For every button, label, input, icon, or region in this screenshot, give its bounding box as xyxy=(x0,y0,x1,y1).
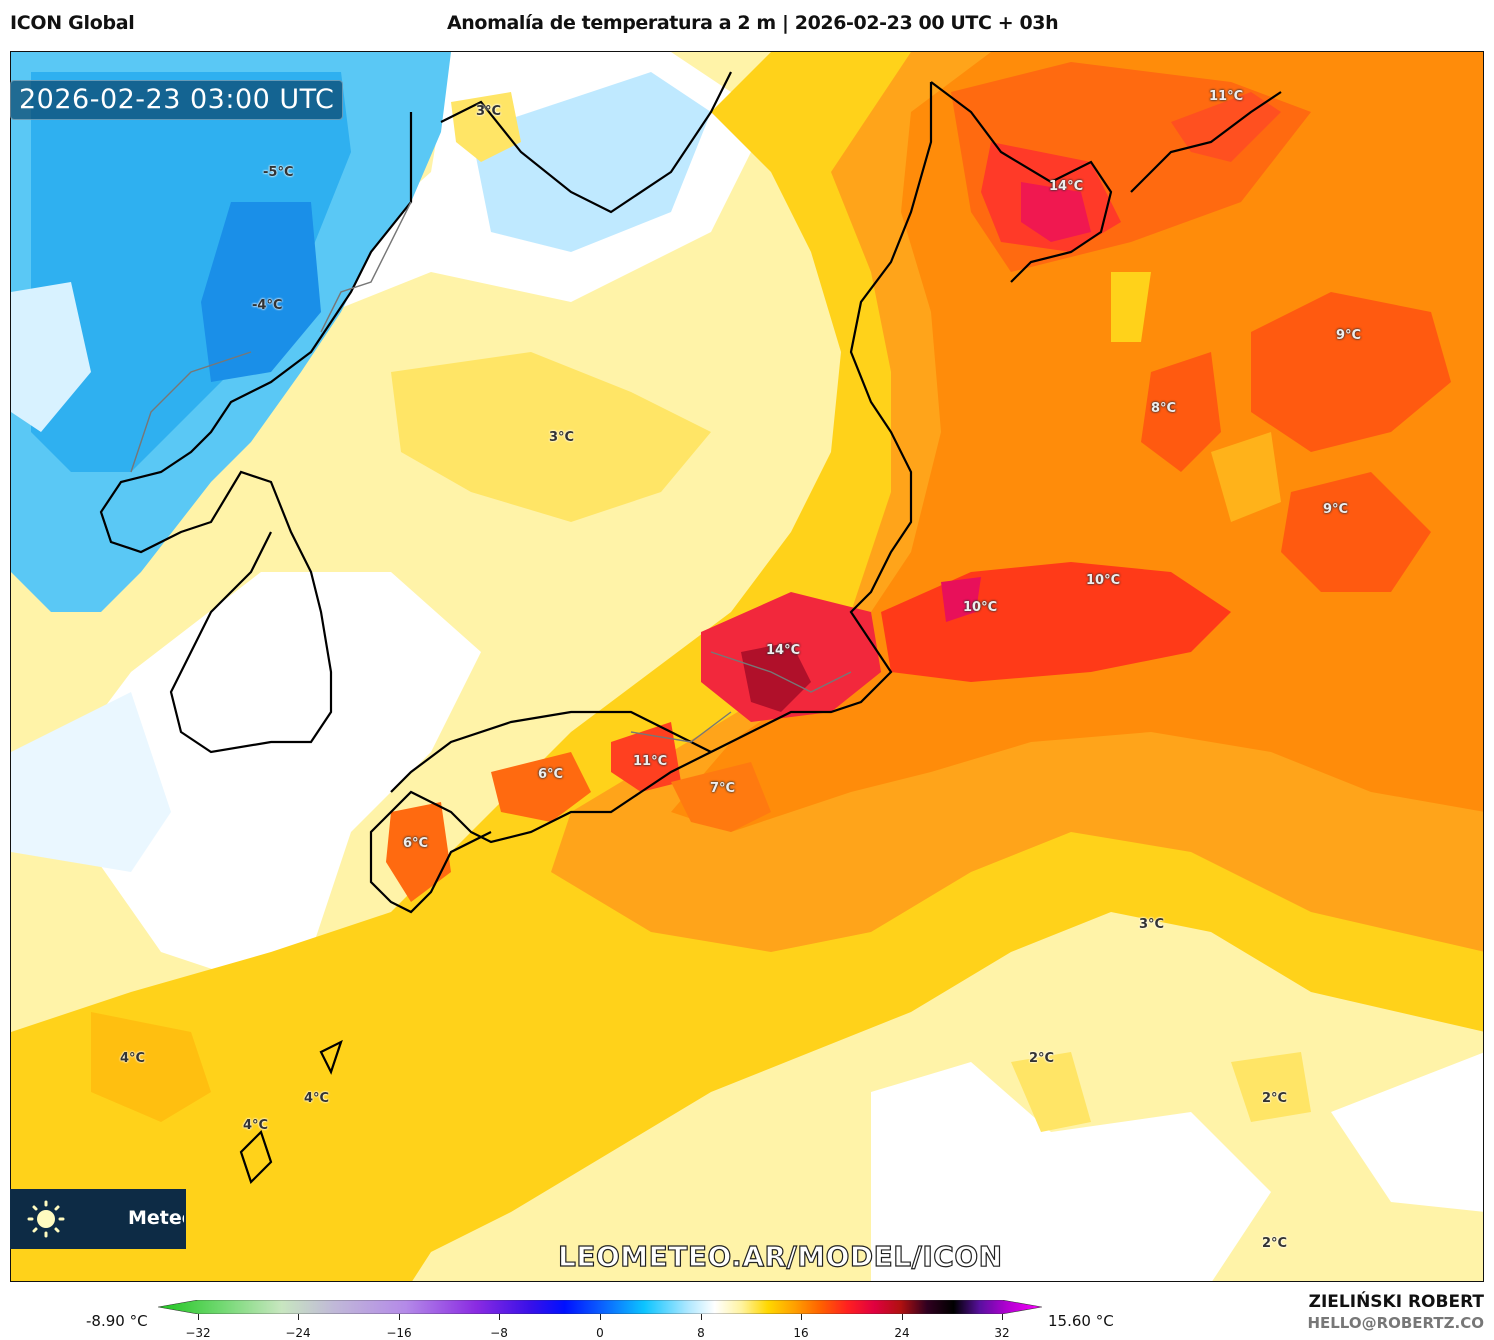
author-name: ZIELIŃSKI ROBERT xyxy=(1308,1292,1484,1312)
temp-label: 3°C xyxy=(476,104,502,119)
temp-label: 3°C xyxy=(549,430,575,445)
temp-label: -5°C xyxy=(263,165,294,180)
colorbar-tick xyxy=(902,1314,903,1320)
colorbar-tick-label: 0 xyxy=(596,1326,604,1340)
temp-label: 4°C xyxy=(243,1118,269,1133)
colorbar-tick-label: −8 xyxy=(490,1326,508,1340)
temp-label: 6°C xyxy=(403,836,429,851)
chart-title: Anomalía de temperatura a 2 m | 2026-02-… xyxy=(447,12,1059,34)
temp-label: 3°C xyxy=(1139,917,1165,932)
colorbar-tick xyxy=(701,1314,702,1320)
author-email: HELLO@ROBERTZ.CO xyxy=(1307,1314,1484,1332)
temp-label: 14°C xyxy=(766,643,801,658)
temp-label: 11°C xyxy=(1209,89,1244,104)
colorbar-tick-label: −16 xyxy=(386,1326,412,1340)
model-name: ICON Global xyxy=(10,12,135,34)
colorbar-min-label: -8.90 °C xyxy=(86,1312,148,1330)
temp-label: 9°C xyxy=(1336,328,1362,343)
colorbar-max-label: 15.60 °C xyxy=(1048,1312,1114,1330)
brand-logo: Meteo xyxy=(10,1189,186,1249)
temp-label: 10°C xyxy=(963,600,998,615)
colorbar-tick xyxy=(801,1314,802,1320)
temp-label: -4°C xyxy=(252,298,283,313)
temp-label: 8°C xyxy=(1151,401,1177,416)
colorbar-tick-label: 8 xyxy=(697,1326,705,1340)
colorbar-tick-label: 24 xyxy=(894,1326,910,1340)
temp-label: 11°C xyxy=(633,754,668,769)
colorbar-tick xyxy=(399,1314,400,1320)
temp-label: 14°C xyxy=(1049,179,1084,194)
colorbar-tick xyxy=(600,1314,601,1320)
colorbar-tick-label: −32 xyxy=(185,1326,211,1340)
temp-label: 10°C xyxy=(1086,573,1121,588)
colorbar-tick-label: 16 xyxy=(793,1326,809,1340)
temp-label: 2°C xyxy=(1262,1236,1288,1251)
map-fill xyxy=(11,52,1483,1281)
temp-label: 6°C xyxy=(538,767,564,782)
temp-label: 2°C xyxy=(1029,1051,1055,1066)
sun-icon xyxy=(27,1200,65,1238)
temperature-anomaly-map: 3°C -5°C -4°C 11°C 14°C 9°C 8°C 9°C 3°C … xyxy=(10,51,1484,1282)
colorbar-tick-label: 32 xyxy=(994,1326,1010,1340)
temp-label: 4°C xyxy=(304,1091,330,1106)
temp-label: 4°C xyxy=(120,1051,146,1066)
colorbar-tick-label: −24 xyxy=(285,1326,311,1340)
colorbar-tick xyxy=(298,1314,299,1320)
colorbar-tick xyxy=(499,1314,500,1320)
colorbar-tick xyxy=(1002,1314,1003,1320)
watermark: LEOMETEO.AR/MODEL/ICON xyxy=(557,1239,1003,1273)
temp-label: 9°C xyxy=(1323,502,1349,517)
colorbar xyxy=(158,1300,1042,1314)
temp-label: 7°C xyxy=(710,781,736,796)
brand-text: Meteo xyxy=(128,1207,184,1229)
temp-label: 2°C xyxy=(1262,1091,1288,1106)
valid-time-badge: 2026-02-23 03:00 UTC xyxy=(10,80,344,120)
colorbar-tick xyxy=(198,1314,199,1320)
